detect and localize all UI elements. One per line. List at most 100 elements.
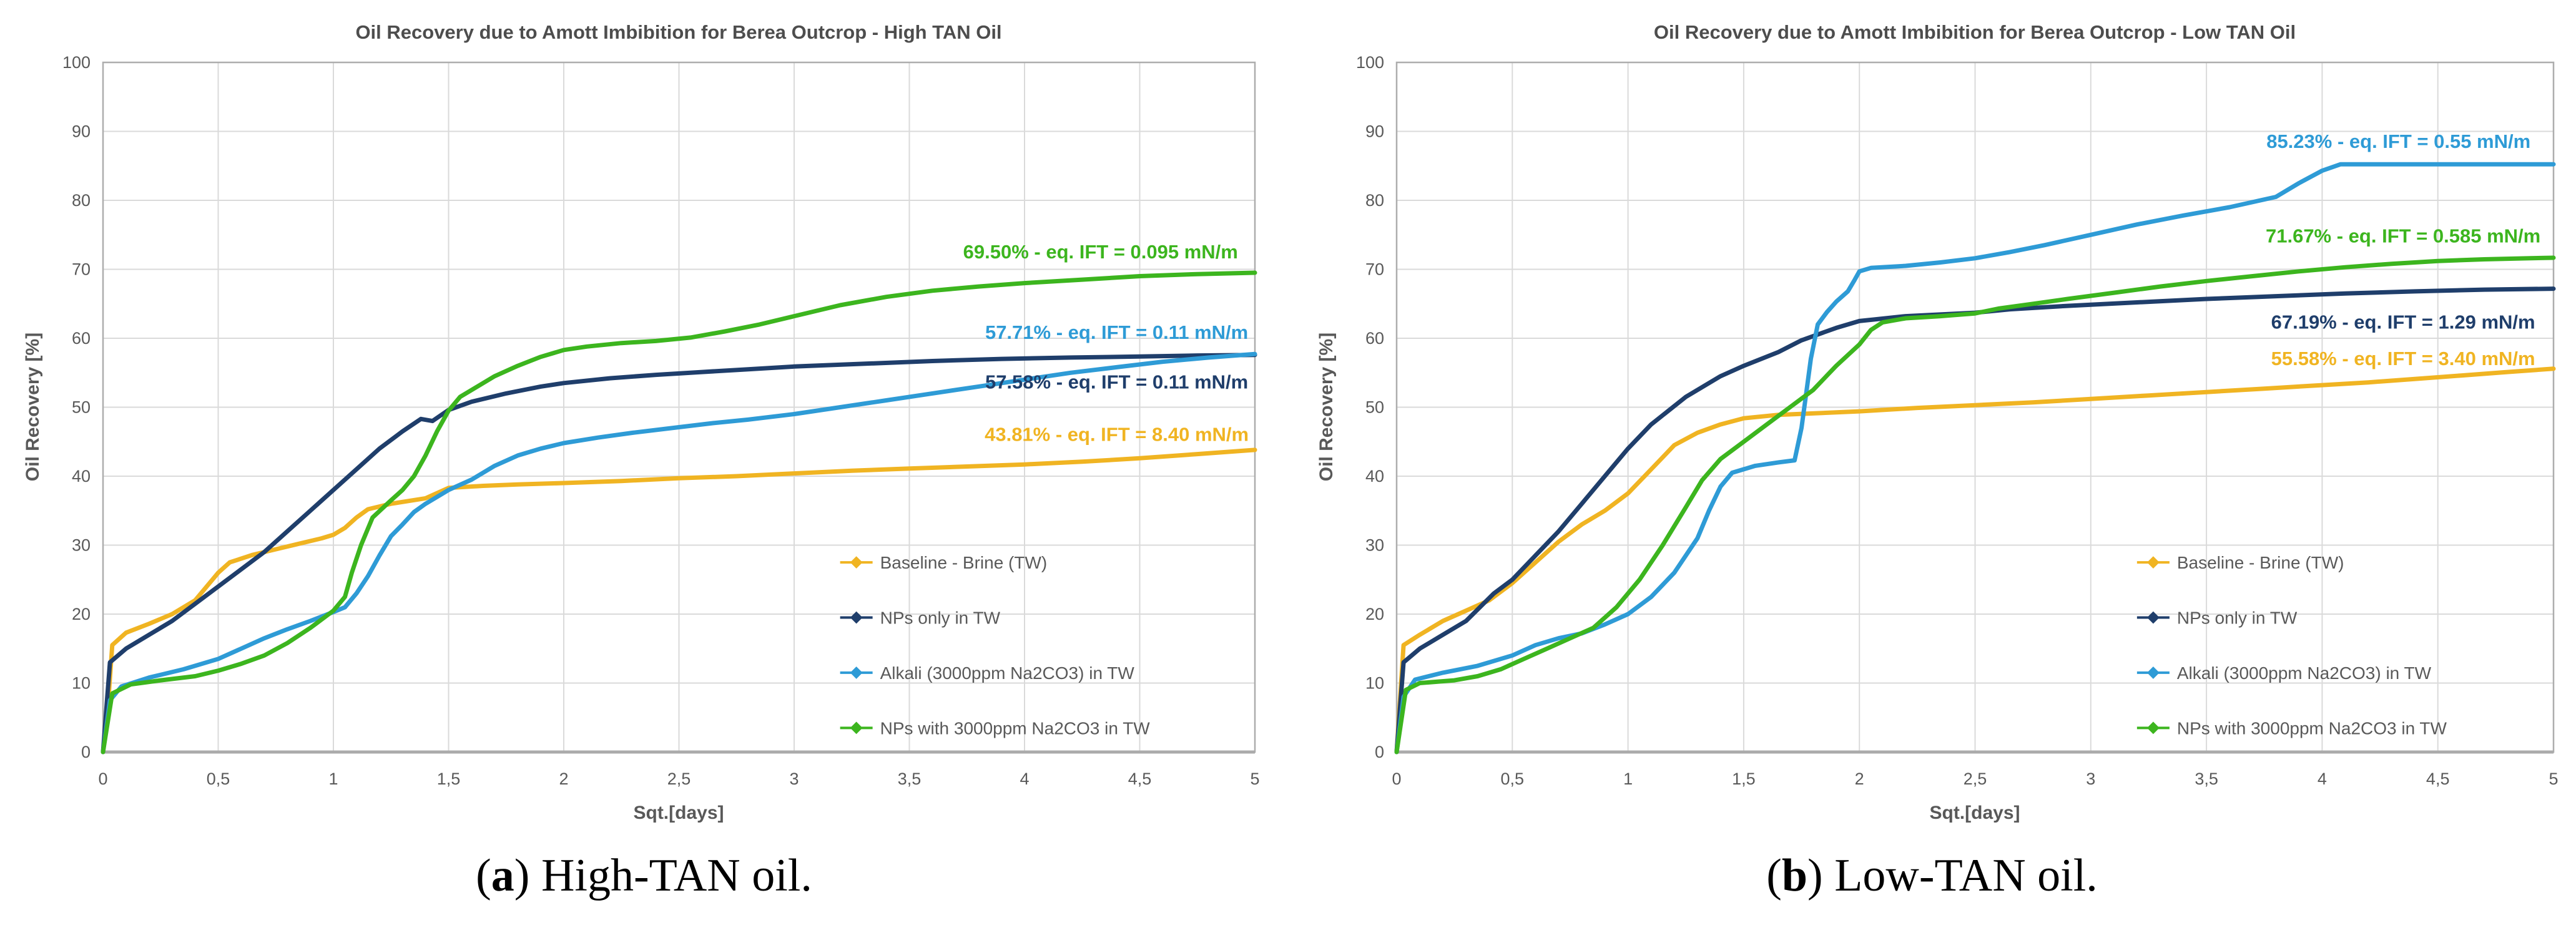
- series-line: [101, 353, 1257, 755]
- x-tick-label: 0: [1392, 769, 1401, 788]
- x-tick-label: 2,5: [667, 769, 691, 788]
- x-tick-label: 2: [1855, 769, 1864, 788]
- x-tick-label: 4: [2318, 769, 2327, 788]
- y-tick-label: 40: [72, 467, 91, 486]
- legend-item: NPs only in TW: [840, 608, 1001, 628]
- legend-item: NPs only in TW: [2136, 608, 2298, 628]
- legend-item-label: NPs with 3000ppm Na2CO3 in TW: [2177, 718, 2447, 738]
- x-tick-label: 1: [328, 769, 338, 788]
- caption-b-open: (: [1766, 850, 1782, 901]
- series-line: [1394, 286, 2556, 755]
- chart-title: Oil Recovery due to Amott Imbibition for…: [1654, 21, 2296, 43]
- y-tick-label: 0: [81, 743, 91, 761]
- legend-marker-icon: [2146, 667, 2160, 679]
- y-tick-label: 0: [1375, 743, 1384, 761]
- y-tick-label: 100: [1356, 53, 1384, 72]
- caption-a-close: ): [514, 850, 530, 901]
- caption-a-open: (: [476, 850, 491, 901]
- caption-a: (a) High-TAN oil.: [0, 850, 1288, 901]
- y-tick-label: 50: [1365, 398, 1384, 417]
- x-tick-label: 0: [98, 769, 107, 788]
- series-value-annotation: 43.81% - eq. IFT = 8.40 mN/m: [985, 424, 1249, 446]
- legend-marker-icon: [850, 667, 863, 679]
- y-axis-title: Oil Recovery [%]: [22, 333, 43, 481]
- x-tick-label: 2: [559, 769, 568, 788]
- series-value-annotation: 85.23% - eq. IFT = 0.55 mN/m: [2266, 130, 2530, 152]
- y-tick-label: 90: [1365, 122, 1384, 141]
- series-value-annotation: 71.67% - eq. IFT = 0.585 mN/m: [2266, 225, 2540, 247]
- series-line: [1394, 255, 2556, 755]
- x-tick-label: 3,5: [2195, 769, 2218, 788]
- chart-panel-low-tan: 0 0,5 1 1,5 2 2,5 3 3,5 4 4,5 5 0 10 20 30 40 50 60 70 80 90…: [1288, 0, 2576, 839]
- chart-panel-high-tan: 0 0,5 1 1,5 2 2,5 3 3,5 4 4,5 5 0 10 20 30 40 50 60 70 80 90…: [0, 0, 1288, 839]
- legend-item-label: Baseline - Brine (TW): [2177, 553, 2344, 572]
- y-tick-label: 30: [1365, 536, 1384, 555]
- y-axis-title: Oil Recovery [%]: [1316, 333, 1337, 481]
- caption-a-text: High-TAN oil.: [529, 850, 812, 901]
- caption-b-letter: b: [1781, 850, 1808, 901]
- legend-item: Alkali (3000ppm Na2CO3) in TW: [840, 663, 1135, 683]
- y-tick-label: 80: [72, 191, 91, 210]
- y-tick-label: 70: [1365, 260, 1384, 279]
- legend-item: NPs with 3000ppm Na2CO3 in TW: [2136, 718, 2447, 738]
- legend-marker-icon: [850, 556, 863, 569]
- y-tick-label: 60: [1365, 329, 1384, 348]
- x-tick-label: 1: [1623, 769, 1633, 788]
- chart-high-tan: 0 0,5 1 1,5 2 2,5 3 3,5 4 4,5 50102030405060708090…: [22, 21, 1260, 823]
- x-tick-label: 0,5: [207, 769, 230, 788]
- series-line: [1394, 366, 2556, 755]
- series-line: [101, 351, 1257, 755]
- y-tick-label: 70: [72, 260, 91, 279]
- legend-marker-icon: [2146, 721, 2160, 735]
- legend-marker-icon: [2146, 556, 2160, 569]
- caption-b-close: ): [1807, 850, 1823, 901]
- x-tick-label: 4: [1020, 769, 1029, 788]
- y-tick-label: 100: [62, 53, 91, 72]
- caption-row: (a) High-TAN oil. (b) Low-TAN oil.: [0, 839, 2576, 901]
- x-axis-title: Sqt.[days]: [633, 803, 724, 823]
- chart-low-tan: 0 0,5 1 1,5 2 2,5 3 3,5 4 4,5 50102030405060708090…: [1316, 21, 2559, 823]
- legend-marker-icon: [850, 611, 863, 624]
- legend-marker-icon: [850, 721, 863, 735]
- x-tick-label: 5: [1250, 769, 1259, 788]
- legend-item-label: NPs with 3000ppm Na2CO3 in TW: [880, 718, 1151, 738]
- series-line: [1394, 162, 2556, 755]
- x-tick-label: 1,5: [437, 769, 461, 788]
- y-tick-label: 40: [1365, 467, 1384, 486]
- chart-title: Oil Recovery due to Amott Imbibition for…: [355, 21, 1001, 43]
- x-tick-label: 3: [2086, 769, 2095, 788]
- series-value-annotation: 69.50% - eq. IFT = 0.095 mN/m: [963, 241, 1238, 263]
- legend-item-label: Alkali (3000ppm Na2CO3) in TW: [880, 663, 1135, 683]
- x-tick-label: 4,5: [1128, 769, 1152, 788]
- y-tick-label: 10: [72, 674, 91, 693]
- x-tick-label: 3,5: [898, 769, 922, 788]
- legend-marker-icon: [2146, 611, 2160, 624]
- x-tick-label: 3: [789, 769, 799, 788]
- legend-item: Baseline - Brine (TW): [2136, 553, 2344, 572]
- y-tick-label: 20: [1365, 605, 1384, 623]
- y-tick-label: 50: [72, 398, 91, 417]
- y-tick-label: 80: [1365, 191, 1384, 210]
- caption-a-letter: a: [491, 850, 514, 901]
- series-value-annotation: 67.19% - eq. IFT = 1.29 mN/m: [2271, 311, 2535, 333]
- y-tick-label: 10: [1365, 674, 1384, 693]
- series-line: [101, 447, 1257, 755]
- legend-item-label: NPs only in TW: [2177, 608, 2298, 628]
- legend-item-label: Alkali (3000ppm Na2CO3) in TW: [2177, 663, 2432, 683]
- y-tick-label: 90: [72, 122, 91, 141]
- legend-item: Alkali (3000ppm Na2CO3) in TW: [2136, 663, 2432, 683]
- x-tick-label: 0,5: [1501, 769, 1525, 788]
- series-value-annotation: 55.58% - eq. IFT = 3.40 mN/m: [2271, 348, 2535, 369]
- x-tick-label: 4,5: [2426, 769, 2450, 788]
- caption-b: (b) Low-TAN oil.: [1288, 850, 2576, 901]
- legend-item-label: NPs only in TW: [880, 608, 1001, 628]
- chart-panels: 0 0,5 1 1,5 2 2,5 3 3,5 4 4,5 5 0 10 20 30 40 50 60 70 80 90…: [0, 0, 2576, 839]
- y-tick-label: 60: [72, 329, 91, 348]
- caption-b-text: Low-TAN oil.: [1822, 850, 2098, 901]
- series-value-annotation: 57.71% - eq. IFT = 0.11 mN/m: [985, 321, 1248, 343]
- y-tick-label: 30: [72, 536, 91, 555]
- legend-item: Baseline - Brine (TW): [840, 553, 1047, 572]
- legend-item: NPs with 3000ppm Na2CO3 in TW: [840, 718, 1151, 738]
- series-value-annotation: 57.58% - eq. IFT = 0.11 mN/m: [985, 371, 1248, 393]
